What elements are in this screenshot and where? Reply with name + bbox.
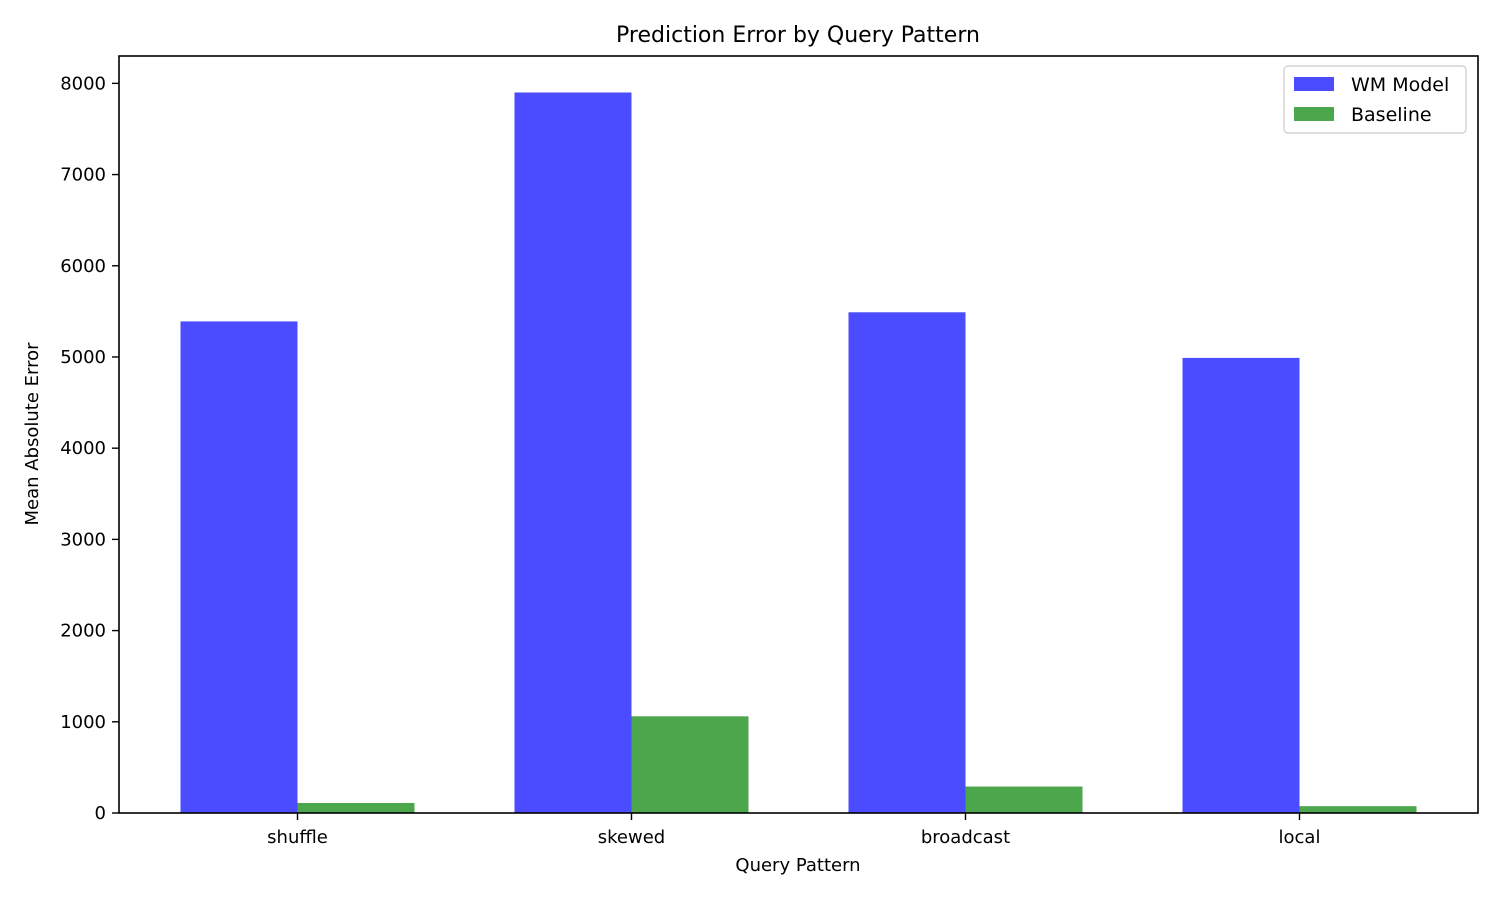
bar-wm-model-shuffle <box>180 321 298 813</box>
y-tick-label: 6000 <box>60 256 106 277</box>
plot-area-frame <box>118 55 1479 814</box>
y-axis-ticks: 0 1000 2000 3000 4000 5000 6000 7000 8000 <box>60 73 119 824</box>
legend: WM Model Baseline <box>1283 65 1467 134</box>
legend-swatch-wm-model <box>1294 77 1334 91</box>
bars-group <box>180 92 1417 813</box>
x-tick-label-shuffle: shuffle <box>267 827 328 848</box>
y-tick-label: 0 <box>95 803 106 824</box>
y-tick-label: 5000 <box>60 347 106 368</box>
y-tick-label: 3000 <box>60 529 106 550</box>
y-tick-label: 4000 <box>60 438 106 459</box>
y-tick-label: 1000 <box>60 712 106 733</box>
bar-wm-model-skewed <box>514 92 632 813</box>
y-tick-label: 2000 <box>60 621 106 642</box>
legend-swatch-baseline <box>1294 107 1334 121</box>
x-tick-label-local: local <box>1279 827 1321 848</box>
x-tick-label-skewed: skewed <box>598 827 665 848</box>
x-axis-label: Query Pattern <box>735 855 860 876</box>
bar-baseline-broadcast <box>965 786 1083 813</box>
chart-title: Prediction Error by Query Pattern <box>616 23 980 48</box>
y-axis-label: Mean Absolute Error <box>22 342 43 526</box>
bar-wm-model-local <box>1182 357 1300 813</box>
x-axis-ticks: shuffle skewed broadcast local <box>267 813 1320 848</box>
bar-baseline-shuffle <box>297 802 415 813</box>
y-tick-label: 8000 <box>60 73 106 94</box>
x-tick-label-broadcast: broadcast <box>921 827 1010 848</box>
y-tick-label: 7000 <box>60 165 106 186</box>
legend-label-baseline: Baseline <box>1351 104 1432 126</box>
bar-baseline-local <box>1299 806 1417 813</box>
bar-wm-model-broadcast <box>848 312 966 813</box>
legend-label-wm-model: WM Model <box>1351 74 1449 96</box>
bar-baseline-skewed <box>631 716 749 813</box>
